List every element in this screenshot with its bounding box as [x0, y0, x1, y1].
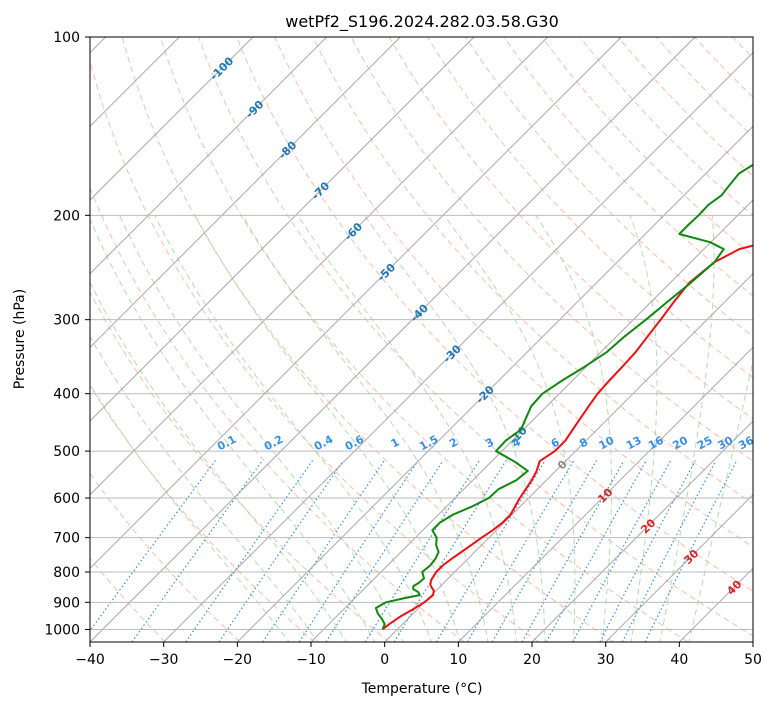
y-axis-title: Pressure (hPa) — [12, 289, 28, 389]
moist-adiabat — [155, 215, 433, 644]
y-tick-label: 100 — [53, 30, 80, 46]
mixing-ratio-line — [468, 461, 574, 643]
dry-adiabat — [695, 37, 775, 642]
dry-adiabat — [160, 37, 688, 642]
y-tick-label: 900 — [53, 595, 80, 611]
dry-adiabat — [771, 37, 775, 642]
y-tick-label: 600 — [53, 491, 80, 507]
x-tick-label: −30 — [149, 652, 179, 668]
y-tick-label: 1000 — [44, 622, 80, 638]
isotherm-line — [16, 37, 621, 642]
x-tick-label: −10 — [296, 652, 326, 668]
mixing-ratio-line — [546, 461, 646, 643]
mixing-ratio-label: 1.5 — [417, 433, 440, 454]
x-tick-label: 50 — [744, 652, 762, 668]
moist-adiabat — [444, 215, 575, 644]
isotherm-line — [385, 37, 775, 642]
mixing-ratio-line — [436, 461, 545, 643]
mixing-ratio-label: 16 — [646, 434, 666, 453]
x-axis-title: Temperature (°C) — [361, 681, 483, 697]
dry-adiabat — [0, 37, 315, 642]
x-tick-label: 10 — [449, 652, 467, 668]
mixing-ratio-line — [132, 461, 262, 643]
x-tick-label: −40 — [75, 652, 105, 668]
chart-title: wetPf2_S196.2024.282.03.58.G30 — [285, 12, 559, 32]
x-tick-label: 40 — [670, 652, 688, 668]
dry-adiabat — [8, 37, 390, 642]
mixing-ratio-label: 0.6 — [343, 433, 367, 454]
x-tick-label: 20 — [523, 652, 541, 668]
mixing-ratio-line — [82, 461, 216, 643]
mixing-ratio-line — [492, 461, 596, 643]
isotherm-line — [311, 37, 775, 642]
mixing-ratio-line — [186, 461, 313, 643]
isotherm-label: -90 — [243, 98, 266, 121]
y-tick-label: 500 — [53, 444, 80, 460]
x-tick-label: −20 — [223, 652, 253, 668]
dry-adiabat — [275, 37, 775, 642]
mixing-ratio-line — [263, 461, 385, 643]
y-tick-label: 800 — [53, 565, 80, 581]
mixing-ratio-label: 13 — [624, 434, 644, 453]
dry-adiabat — [656, 37, 775, 642]
mixing-ratio-line — [600, 461, 696, 643]
mixing-ratio-label: 25 — [695, 434, 715, 453]
dry-adiabat — [389, 37, 775, 642]
mixing-ratio-line — [573, 461, 671, 643]
isotherm-line — [90, 37, 695, 642]
moist-adiabat — [120, 215, 405, 644]
dry-adiabat — [542, 37, 775, 642]
dry-adiabat — [0, 37, 240, 642]
mixing-ratio-label: 0.4 — [312, 433, 336, 454]
isotherm-line — [164, 37, 769, 642]
dry-adiabat — [733, 37, 775, 642]
isotherm-line — [0, 37, 327, 642]
x-tick-label: 0 — [380, 652, 389, 668]
mixing-ratio-line — [622, 461, 716, 643]
dry-adiabat — [504, 37, 775, 642]
y-tick-label: 300 — [53, 313, 80, 329]
y-tick-label: 200 — [53, 208, 80, 224]
x-tick-label: 30 — [597, 652, 615, 668]
isotherm-line — [753, 37, 775, 642]
isotherm-label: -80 — [276, 138, 299, 161]
isotherm-line — [0, 37, 400, 642]
mixing-ratio-label: 20 — [670, 434, 690, 453]
dry-adiabat — [427, 37, 775, 642]
y-tick-label: 400 — [53, 387, 80, 403]
isotherm-label: -100 — [208, 54, 237, 83]
mixing-ratio-label: 1 — [389, 435, 402, 450]
dry-adiabat — [84, 37, 539, 642]
dry-adiabat — [351, 37, 775, 642]
mixing-ratio-line — [522, 461, 624, 643]
dewpoint-profile-line — [376, 37, 775, 629]
mixing-ratio-label: 6 — [549, 435, 562, 450]
isotherm-line — [532, 37, 775, 642]
y-tick-label: 700 — [53, 531, 80, 547]
mixing-ratio-label: 0.1 — [215, 433, 238, 454]
